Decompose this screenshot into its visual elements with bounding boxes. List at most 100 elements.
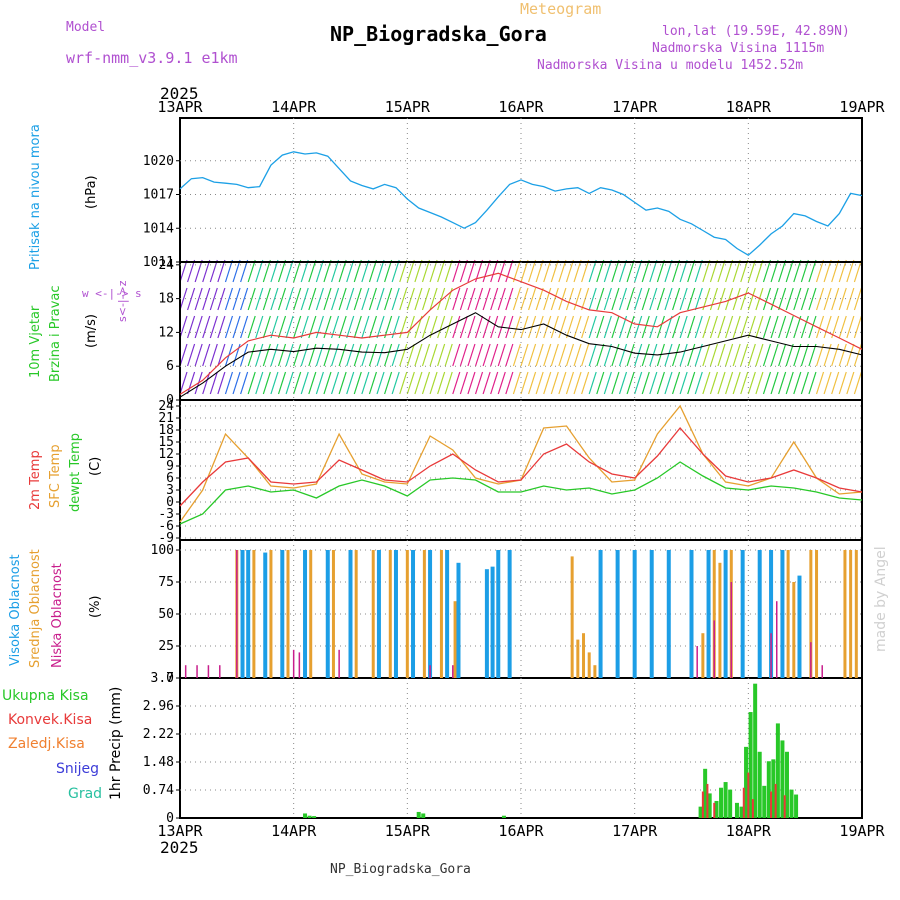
cloud-high-bar (456, 562, 461, 678)
model-elevation: Nadmorska Visina u modelu 1452.52m (537, 58, 804, 73)
wind-barb (793, 343, 802, 367)
x-tick-label-bottom: 19APR (839, 822, 885, 840)
wind-barb (224, 259, 234, 283)
wind-barb (535, 343, 544, 367)
wind-barb (240, 371, 249, 395)
wind-barb (338, 315, 347, 339)
wind-barb (315, 371, 324, 395)
wind-barb (755, 259, 764, 283)
wind-barb (565, 371, 575, 395)
wind-barb (603, 315, 612, 339)
wind-barb (634, 315, 643, 339)
wind-barb (368, 343, 378, 367)
precip-total-bar (698, 806, 703, 818)
wind-barb (588, 371, 597, 395)
wind-barb (452, 371, 461, 395)
wind-barb (838, 371, 847, 395)
wind-barb (444, 315, 453, 339)
wind-barb (785, 371, 794, 395)
wind-barb (634, 371, 643, 395)
clouds-tick-label: 100 (151, 543, 174, 558)
cloud-mid-bar (252, 550, 256, 678)
wind-barb (778, 343, 787, 367)
wind-barb (603, 371, 612, 395)
wind-barb (596, 343, 605, 367)
wind-barb (800, 371, 809, 395)
wind-barb (778, 371, 787, 395)
sfc-temp-line (179, 404, 863, 523)
wind-barb (687, 287, 696, 311)
precip-convective-bar (742, 787, 745, 818)
cloud-mid-bar (331, 550, 335, 678)
cloud-mid-bar (843, 550, 847, 678)
wind-barb (656, 371, 665, 395)
legend-snow: Snijeg (56, 761, 100, 777)
wind-barb (838, 259, 847, 283)
wind-barb (490, 343, 499, 367)
wind-barb (300, 343, 309, 367)
cloud-high-bar (303, 550, 308, 678)
wind-barb (285, 287, 294, 311)
t2m-line (179, 426, 863, 507)
wind-barb (596, 259, 605, 283)
wind-barb (838, 315, 847, 339)
wind-barb (187, 343, 196, 367)
wind-barb (368, 315, 378, 339)
wind-barb (232, 259, 241, 283)
wind-barb (626, 259, 635, 283)
temperature-tick-label: -3 (158, 507, 174, 522)
wind-barb (437, 259, 446, 283)
temperature-tick-label: 18 (158, 423, 174, 438)
wind-barb (664, 259, 673, 283)
wind-barb (490, 287, 499, 311)
temperature-tick-label: -6 (158, 519, 174, 534)
wind-barb (368, 259, 378, 283)
wind-barb (550, 259, 559, 283)
precip-tick-label: 1.48 (143, 755, 174, 770)
cloud-high-bar (445, 550, 450, 678)
wind-barb (346, 343, 355, 367)
cloud-high-bar (632, 550, 637, 678)
precip-total-bar (762, 785, 767, 818)
x-tick-label-top: 19APR (839, 98, 885, 116)
wind-barb (384, 259, 393, 283)
wind-barb (762, 287, 772, 311)
wind-barb (853, 371, 862, 395)
cloud-high-bar (376, 550, 381, 678)
wind-barb (444, 343, 453, 367)
wind-barb (558, 371, 567, 395)
wind-barb (535, 287, 544, 311)
wind-barb (740, 259, 749, 283)
wind-barb (793, 371, 802, 395)
wind-barb (603, 287, 612, 311)
wind-barb (406, 343, 415, 367)
wind-barb (550, 371, 559, 395)
wind-barb (308, 315, 317, 339)
wind-barb (277, 259, 287, 283)
wind-barb (588, 315, 597, 339)
wind-barb (338, 287, 347, 311)
wind-barb (247, 343, 256, 367)
wind-barb (709, 343, 719, 367)
wind-barb (853, 287, 862, 311)
wind-barb (293, 343, 302, 367)
wind-barb (368, 371, 378, 395)
wind-gust-line (179, 272, 863, 395)
wind-barb (528, 259, 537, 283)
cloud-mid-bar (576, 639, 580, 678)
wind-barb (505, 259, 514, 283)
wind-barb (755, 315, 764, 339)
wind-barb (361, 315, 370, 339)
temperature-tick-label: 9 (166, 459, 174, 474)
wind-barb (361, 343, 370, 367)
wind-barb (808, 315, 817, 339)
wind-barb (618, 259, 628, 283)
wind-barb (505, 287, 514, 311)
wind-barb (300, 315, 309, 339)
wind-barb (482, 343, 491, 367)
wind-barb (194, 343, 203, 367)
precip-total-bar (707, 793, 712, 818)
wind-barb (255, 371, 264, 395)
wind-tick-label: 12 (158, 325, 174, 340)
